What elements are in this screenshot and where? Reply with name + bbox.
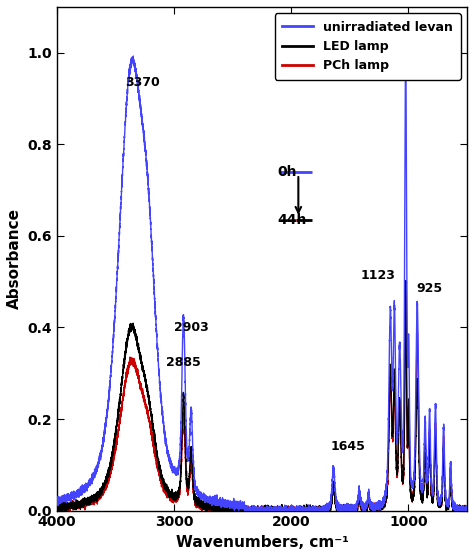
Text: 1123: 1123 [360,268,395,282]
Y-axis label: Absorbance: Absorbance [7,208,22,309]
Legend: unirradiated levan, LED lamp, PCh lamp: unirradiated levan, LED lamp, PCh lamp [274,13,461,80]
Text: 1645: 1645 [330,441,365,453]
Text: 3370: 3370 [125,76,160,89]
Text: 1024: 1024 [404,45,439,57]
Text: 2903: 2903 [174,321,209,334]
Text: 2885: 2885 [165,356,201,369]
Text: 0h: 0h [277,165,297,179]
Text: 44h: 44h [277,213,307,227]
X-axis label: Wavenumbers, cm⁻¹: Wavenumbers, cm⁻¹ [175,535,348,550]
Text: 925: 925 [416,282,442,295]
